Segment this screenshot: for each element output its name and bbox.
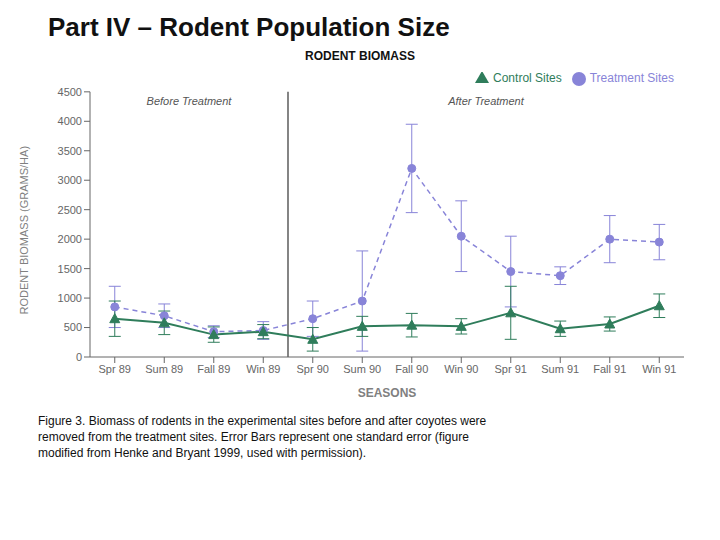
svg-text:2500: 2500 (58, 204, 82, 216)
svg-text:3000: 3000 (58, 174, 82, 186)
svg-text:1000: 1000 (58, 292, 82, 304)
svg-text:SEASONS: SEASONS (358, 386, 417, 400)
html-text:Part IV – Rodent Population Si: Part IV – Rodent Population Size (48, 12, 450, 42)
svg-text:Fall 90: Fall 90 (395, 363, 428, 375)
svg-text:Win 90: Win 90 (444, 363, 478, 375)
svg-text:3500: 3500 (58, 145, 82, 157)
svg-text:Sum 91: Sum 91 (541, 363, 579, 375)
svg-text:RODENT BIOMASS (GRAMS/HA): RODENT BIOMASS (GRAMS/HA) (18, 146, 30, 314)
svg-text:Sum 90: Sum 90 (343, 363, 381, 375)
svg-text:Spr 91: Spr 91 (495, 363, 527, 375)
svg-text:500: 500 (64, 321, 82, 333)
html-text:RODENT BIOMASS: RODENT BIOMASS (305, 49, 415, 63)
html-text:modified from Henke and Bryant: modified from Henke and Bryant 1999, use… (38, 446, 367, 460)
svg-text:4500: 4500 (58, 86, 82, 98)
svg-text:Sum 89: Sum 89 (145, 363, 183, 375)
svg-text:Win 89: Win 89 (246, 363, 280, 375)
html-text:Figure 3. Biomass of rodents i: Figure 3. Biomass of rodents in the expe… (38, 414, 487, 428)
html-text:Treatment Sites: Treatment Sites (589, 71, 674, 85)
svg-text:2000: 2000 (58, 233, 82, 245)
html-text:removed from the treatment sit: removed from the treatment sites. Error … (38, 430, 469, 444)
svg-text:Fall 91: Fall 91 (593, 363, 626, 375)
svg-text:4000: 4000 (58, 115, 82, 127)
svg-text:Spr 89: Spr 89 (99, 363, 131, 375)
svg-text:Before Treatment: Before Treatment (147, 95, 233, 107)
svg-text:Fall 89: Fall 89 (197, 363, 230, 375)
svg-text:Spr 90: Spr 90 (297, 363, 329, 375)
svg-text:0: 0 (76, 351, 82, 363)
svg-text:1500: 1500 (58, 263, 82, 275)
svg-text:After Treatment: After Treatment (447, 95, 525, 107)
svg-text:Win 91: Win 91 (642, 363, 676, 375)
html-text:Control Sites: Control Sites (493, 71, 562, 85)
